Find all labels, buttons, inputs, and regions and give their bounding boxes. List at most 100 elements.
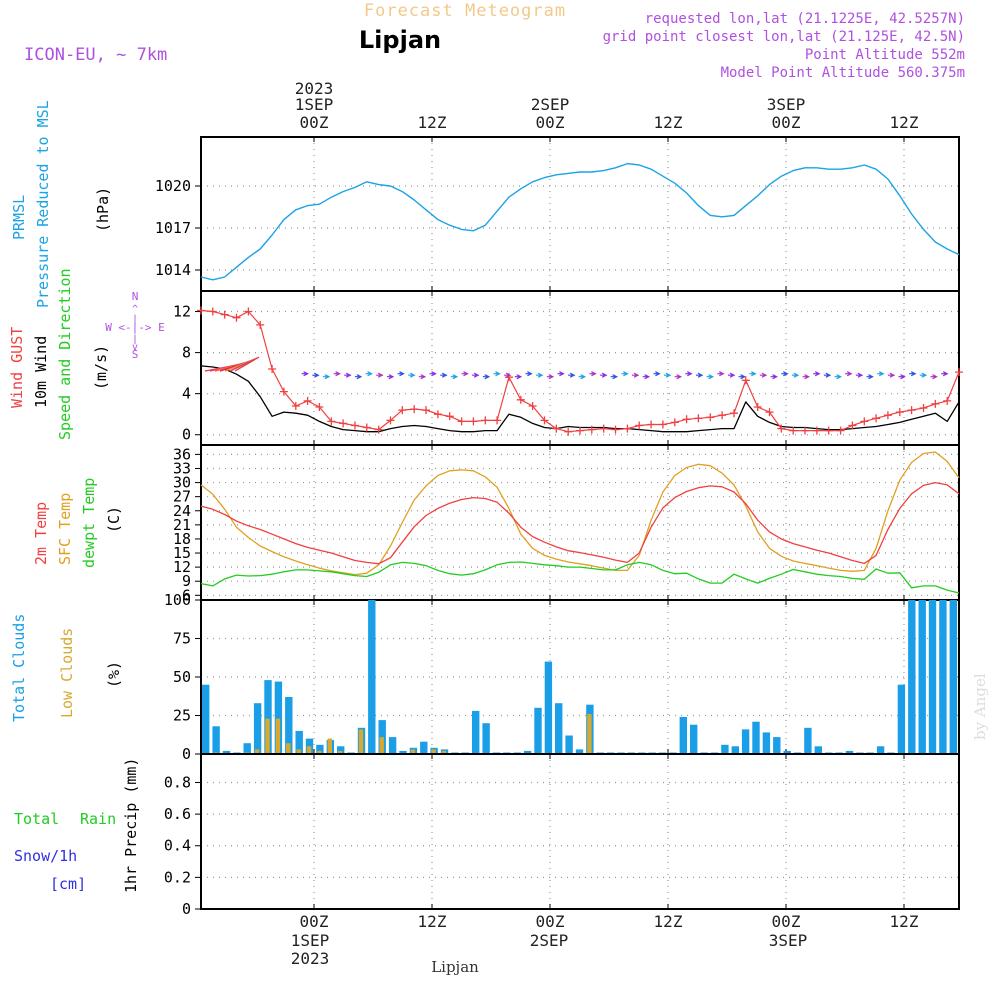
- total-cloud-bar: [523, 750, 532, 754]
- wind-frame: [200, 290, 960, 446]
- precip-frame: [200, 753, 960, 910]
- total-cloud-bar: [243, 743, 251, 754]
- gust-point: [481, 416, 490, 425]
- gust-point: [943, 396, 952, 405]
- temp-ytick-label: 33: [173, 459, 191, 477]
- gust-point: [445, 412, 454, 421]
- wind-dir-arrow: [546, 374, 555, 380]
- low-cloud-bar: [410, 749, 416, 754]
- top-hour-2: 12Z: [418, 113, 447, 132]
- temp-ytick-label: 12: [173, 558, 191, 576]
- total-cloud-bar: [378, 720, 386, 754]
- requested-coords: requested lon,lat (21.1225E, 42.5257N): [645, 11, 965, 27]
- gust-point: [741, 376, 750, 385]
- footer-location: Lipjan: [431, 958, 479, 976]
- wind-dir-arrow: [450, 374, 459, 380]
- gust-point: [730, 409, 738, 418]
- low-cloud-bar: [587, 714, 592, 754]
- temp-ytick-label: 9: [182, 572, 191, 590]
- gust-point: [351, 421, 359, 430]
- wind-dir-arrow: [898, 374, 906, 380]
- credit-watermark: by Angel: [971, 673, 989, 740]
- location-title: Lipjan: [359, 26, 441, 54]
- gust-point: [552, 424, 561, 433]
- precip-ytick-label: 0.2: [164, 868, 191, 886]
- temp-ytick-label: 18: [173, 530, 191, 548]
- total-cloud-bar: [845, 750, 854, 754]
- total-cloud-bar: [773, 737, 781, 754]
- wind-dir-arrow: [845, 371, 853, 377]
- low-cloud-bar: [306, 746, 312, 754]
- wind-dir-arrow: [568, 372, 576, 378]
- gust-point: [208, 307, 217, 316]
- temp-ytick-label: 24: [173, 502, 191, 520]
- total-cloud-bar: [202, 684, 210, 754]
- pressure-label-desc: Pressure Reduced to MSL: [34, 100, 52, 308]
- wind-dir-arrow: [749, 371, 757, 377]
- precip-ytick-label: 0.4: [164, 837, 191, 855]
- total-cloud-bar: [575, 749, 584, 754]
- gust-point: [635, 421, 644, 430]
- gust-point: [611, 425, 620, 434]
- wind-dir-arrow: [642, 374, 651, 380]
- bottom-hour-4: 12Z: [654, 912, 683, 931]
- total-cloud-bar: [285, 697, 293, 754]
- top-hour-6: 12Z: [890, 113, 919, 132]
- top-hour-3: 00Z: [536, 113, 565, 132]
- precip-ytick-label: 0.8: [164, 773, 191, 791]
- low-cloud-bar: [265, 718, 270, 754]
- wind-dir-arrow: [877, 371, 885, 377]
- bottom-hour-6: 12Z: [890, 912, 919, 931]
- gust-point: [256, 320, 265, 329]
- top-hour-4: 12Z: [654, 113, 683, 132]
- wind-dir-arrow: [781, 371, 789, 377]
- pressure-ytick-label: 1014: [155, 261, 191, 279]
- wind-dir-arrow: [461, 371, 469, 377]
- temp-2m-label: 2m Temp: [32, 502, 50, 565]
- wind-dir-arrow: [728, 372, 736, 378]
- top-hour-1: 00Z: [300, 113, 329, 132]
- total-cloud-bar: [212, 726, 220, 754]
- wind-ytick-label: 12: [173, 303, 191, 321]
- precip-ytick-label: 0.6: [164, 805, 191, 823]
- compass-n: N: [132, 290, 139, 303]
- wind-dir-arrow: [813, 371, 821, 377]
- wind-dir-arrow: [365, 371, 373, 377]
- total-cloud-bar: [741, 729, 750, 754]
- wind-dir-arrow: [344, 372, 352, 378]
- wind-dir-arrow: [312, 372, 320, 378]
- temp-dew-label: dewpt Temp: [80, 478, 98, 568]
- precip-unit: 1hr Precip (mm): [122, 758, 140, 893]
- gust-point: [540, 416, 549, 425]
- wind-dir-arrow: [386, 374, 395, 380]
- total-cloud-bar: [814, 746, 822, 754]
- wind-panel: 0 4 8 12: [173, 290, 963, 446]
- gust-point: [386, 416, 395, 425]
- wind-dir-arrow: [696, 372, 704, 378]
- svg-text:|: |: [132, 314, 138, 325]
- compass-icon: N ^ | W <-|-> E | v S: [105, 290, 165, 361]
- gust-point: [599, 424, 608, 433]
- precip-snow-label: Snow/1h: [14, 847, 77, 865]
- pressure-ytick-label: 1020: [155, 177, 191, 195]
- pressure-unit: (hPa): [94, 187, 112, 232]
- top-date-1: 1SEP: [295, 95, 334, 114]
- gust-point: [422, 406, 430, 415]
- wind-ytick-label: 8: [182, 344, 191, 362]
- wind-dir-arrow: [941, 371, 949, 377]
- gust-point: [706, 413, 715, 422]
- wind-dir-arrow: [770, 374, 778, 380]
- low-cloud-bar: [338, 750, 343, 754]
- low-cloud-bar: [254, 749, 260, 754]
- gust-point: [268, 365, 277, 373]
- svg-text:v: v: [132, 342, 138, 353]
- gust-point: [576, 426, 584, 435]
- total-cloud-bar: [368, 600, 376, 754]
- point-altitude: Point Altitude 552m: [805, 47, 965, 63]
- total-cloud-bar: [690, 724, 698, 754]
- low-cloud-bar: [275, 718, 281, 754]
- cloud-total-label: Total Clouds: [10, 614, 28, 722]
- total-cloud-bar: [928, 600, 937, 754]
- total-cloud-bar: [565, 735, 573, 754]
- total-cloud-bar: [721, 744, 729, 754]
